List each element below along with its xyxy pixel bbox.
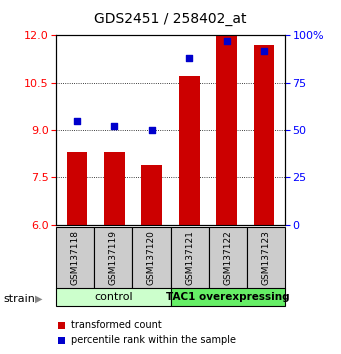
Bar [66, 152, 87, 225]
Bar [56, 288, 170, 306]
Bar [170, 288, 285, 306]
Point [187, 55, 192, 61]
Text: GSM137119: GSM137119 [109, 230, 118, 285]
Text: ▶: ▶ [35, 294, 43, 304]
Bar [142, 165, 162, 225]
Point [262, 48, 267, 53]
Text: TAC1 overexpressing: TAC1 overexpressing [166, 292, 290, 302]
Point [74, 118, 79, 124]
Bar [179, 76, 199, 225]
Text: GSM137118: GSM137118 [71, 230, 80, 285]
Bar [94, 227, 132, 289]
Point [224, 38, 229, 44]
Text: transformed count: transformed count [71, 320, 161, 331]
Bar [170, 227, 209, 289]
Point [149, 127, 154, 133]
Text: GSM137123: GSM137123 [261, 230, 270, 285]
Text: GDS2451 / 258402_at: GDS2451 / 258402_at [94, 12, 247, 27]
Text: percentile rank within the sample: percentile rank within the sample [71, 335, 236, 346]
Bar [104, 152, 124, 225]
Bar [209, 227, 247, 289]
Bar [247, 227, 285, 289]
Bar [132, 227, 170, 289]
Text: GSM137120: GSM137120 [147, 230, 156, 285]
Bar [217, 35, 237, 225]
Text: GSM137121: GSM137121 [185, 230, 194, 285]
Bar [254, 45, 275, 225]
Bar [56, 227, 94, 289]
Text: GSM137122: GSM137122 [223, 230, 232, 285]
Point [112, 124, 117, 129]
Text: strain: strain [3, 294, 35, 304]
Text: control: control [94, 292, 133, 302]
